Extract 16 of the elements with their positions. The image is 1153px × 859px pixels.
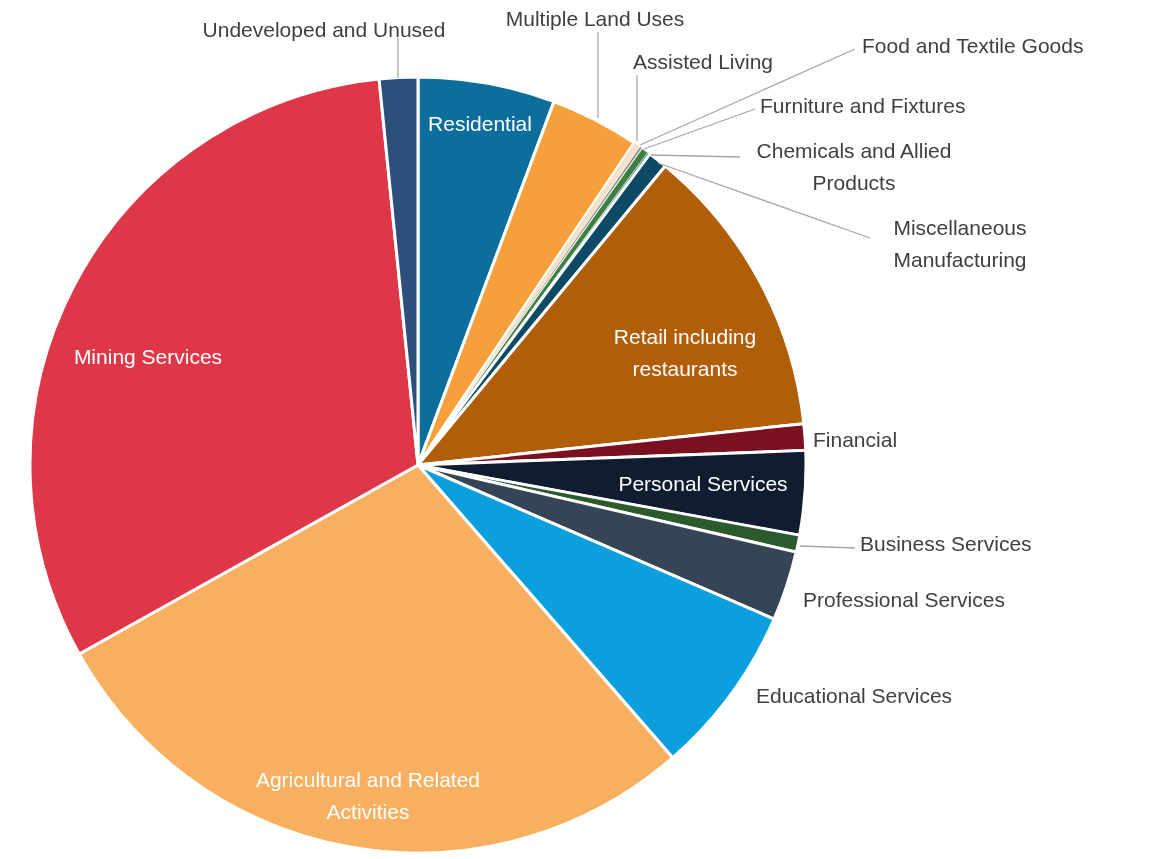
slice-label: Educational Services — [756, 683, 953, 707]
slice-label: Financial — [813, 427, 898, 451]
slice-label: Miscellaneous Manufacturing — [893, 215, 1027, 271]
slice-label: Personal Services — [618, 471, 788, 495]
slice-label: Multiple Land Uses — [505, 6, 685, 30]
slice-label: Assisted Living — [632, 49, 774, 73]
slice-label: Professional Services — [803, 587, 1005, 611]
slice-label: Retail including restaurants — [613, 324, 757, 380]
slice-label: Business Services — [860, 531, 1032, 555]
slice-label: Residential — [428, 111, 532, 135]
slice-label: Chemicals and Allied Products — [756, 138, 952, 194]
slice-label: Mining Services — [73, 344, 223, 368]
slice-label: Undeveloped and Unused — [202, 17, 446, 41]
slice-label: Agricultural and Related Activities — [255, 767, 481, 823]
slice-label: Furniture and Fixtures — [760, 93, 966, 117]
slice-label: Food and Textile Goods — [862, 33, 1084, 57]
